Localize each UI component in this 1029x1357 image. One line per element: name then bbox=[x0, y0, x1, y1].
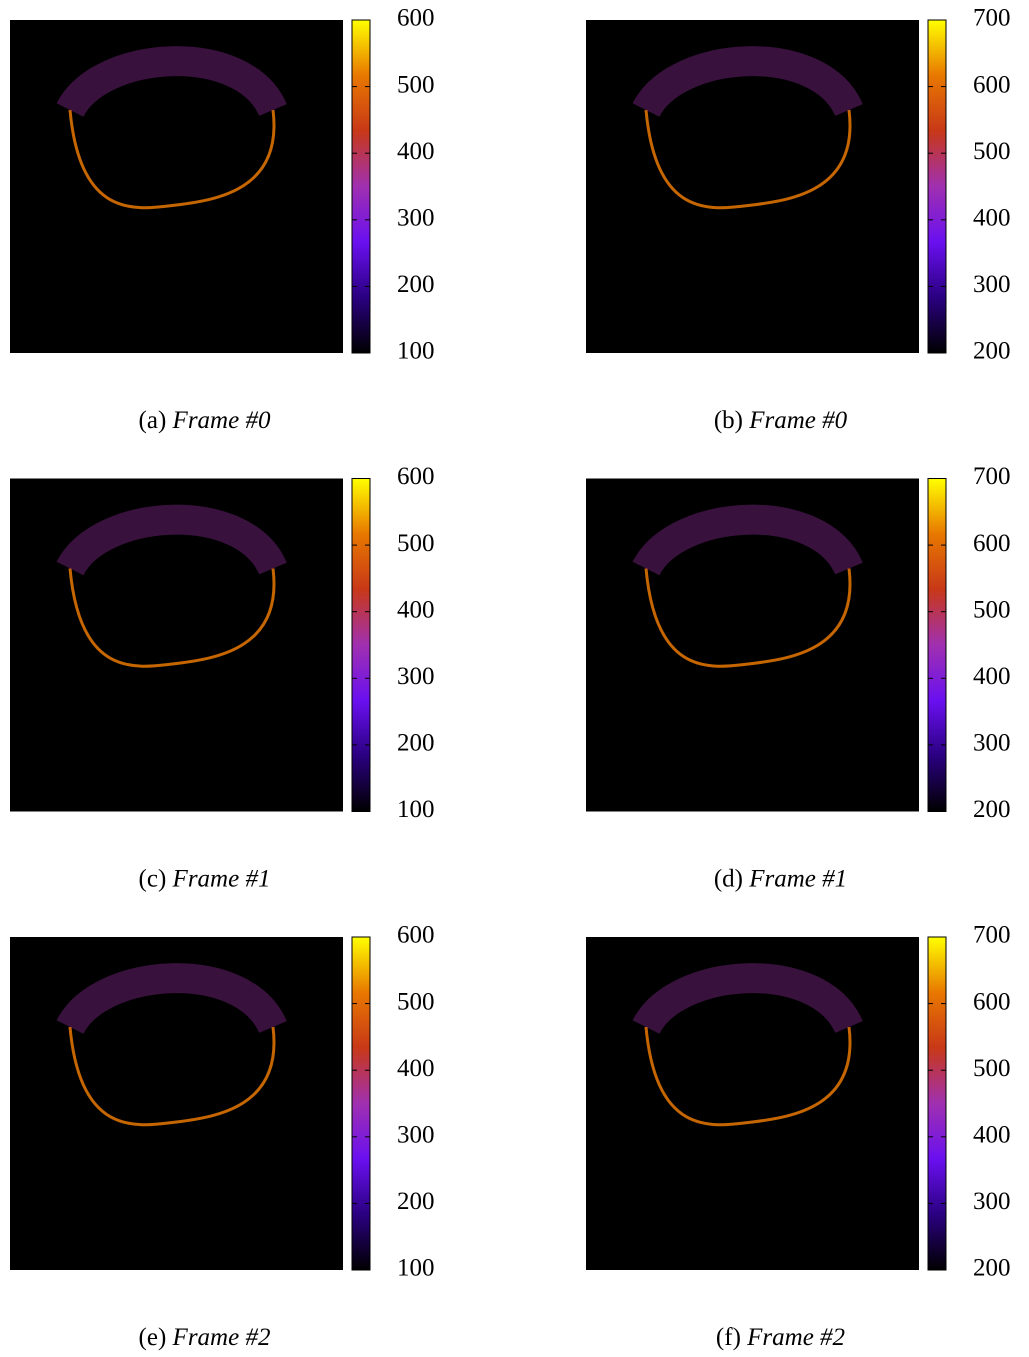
image-feature bbox=[68, 568, 276, 668]
caption: (e) Frame #2 bbox=[139, 1324, 271, 1351]
caption-label: (e) bbox=[139, 1324, 167, 1351]
colorbar-tick-label: 500 bbox=[397, 988, 435, 1015]
colorbar bbox=[927, 478, 947, 812]
heatmap-image bbox=[10, 20, 343, 353]
colorbar-tick-label: 600 bbox=[973, 988, 1011, 1015]
caption: (f) Frame #2 bbox=[716, 1324, 845, 1351]
caption-text: Frame #1 bbox=[748, 865, 847, 892]
panel: 200 300 400 500 600 700 (d) Frame #1 bbox=[586, 463, 1011, 892]
colorbar-tick-label: 500 bbox=[397, 530, 435, 557]
colorbar-tick-label: 400 bbox=[397, 1055, 435, 1082]
colorbar bbox=[927, 936, 947, 1271]
colorbar-tick-label: 400 bbox=[397, 596, 435, 623]
colorbar-tick-label: 300 bbox=[397, 663, 435, 690]
image-feature bbox=[68, 1026, 276, 1127]
colorbar bbox=[351, 478, 371, 812]
colorbar-tick-label: 400 bbox=[973, 1122, 1011, 1149]
colorbar-tick-label: 100 bbox=[397, 1255, 435, 1282]
image-feature bbox=[56, 963, 287, 1035]
heatmap-image bbox=[10, 478, 343, 812]
heatmap-image bbox=[586, 478, 919, 812]
colorbar-tick-label: 600 bbox=[397, 463, 435, 490]
image-feature bbox=[632, 963, 863, 1035]
heatmap-image bbox=[586, 937, 919, 1270]
image-feature bbox=[56, 46, 287, 118]
colorbar-tick-label: 300 bbox=[973, 1188, 1011, 1215]
colorbar-tick-label: 500 bbox=[973, 596, 1011, 623]
colorbar-tick-label: 700 bbox=[973, 922, 1011, 949]
colorbar-tick-label: 300 bbox=[973, 271, 1011, 298]
caption-label: (c) bbox=[139, 865, 167, 892]
caption-label: (f) bbox=[716, 1324, 741, 1351]
colorbar-tick-label: 200 bbox=[973, 338, 1011, 365]
panel: 100 200 300 400 500 600 (c) Frame #1 bbox=[10, 463, 435, 892]
colorbar-tick-label: 200 bbox=[973, 1255, 1011, 1282]
image-feature bbox=[632, 46, 863, 118]
panel: 200 300 400 500 600 700 (b) Frame #0 bbox=[586, 5, 1011, 434]
colorbar-tick-label: 600 bbox=[973, 530, 1011, 557]
colorbar bbox=[927, 19, 947, 354]
colorbar-tick-label: 200 bbox=[397, 271, 435, 298]
panel: 200 300 400 500 600 700 (f) Frame #2 bbox=[586, 922, 1011, 1351]
colorbar-tick-label: 300 bbox=[397, 1122, 435, 1149]
caption-text: Frame #2 bbox=[172, 1324, 271, 1351]
image-feature bbox=[644, 109, 852, 210]
image-feature bbox=[644, 1026, 852, 1127]
caption: (b) Frame #0 bbox=[714, 407, 848, 434]
caption-text: Frame #0 bbox=[172, 407, 271, 434]
colorbar-tick-label: 500 bbox=[973, 1055, 1011, 1082]
image-feature bbox=[56, 504, 287, 577]
colorbar-tick-label: 600 bbox=[397, 922, 435, 949]
colorbar-tick-label: 100 bbox=[397, 796, 435, 823]
caption-label: (b) bbox=[714, 407, 743, 434]
caption-text: Frame #0 bbox=[748, 407, 847, 434]
colorbar-tick-label: 700 bbox=[973, 5, 1011, 32]
heatmap-image bbox=[10, 937, 343, 1270]
colorbar-tick-label: 600 bbox=[397, 5, 435, 32]
colorbar-tick-label: 400 bbox=[973, 663, 1011, 690]
colorbar-tick-label: 200 bbox=[973, 796, 1011, 823]
image-feature bbox=[632, 504, 863, 577]
colorbar-tick-label: 200 bbox=[397, 730, 435, 757]
colorbar-tick-label: 600 bbox=[973, 71, 1011, 98]
colorbar bbox=[351, 936, 371, 1271]
panel: 100 200 300 400 500 600 (a) Frame #0 bbox=[10, 5, 435, 434]
colorbar-tick-label: 300 bbox=[973, 730, 1011, 757]
colorbar bbox=[351, 19, 371, 354]
caption-label: (d) bbox=[714, 865, 743, 892]
heatmap-image bbox=[586, 20, 919, 353]
colorbar-tick-label: 100 bbox=[397, 338, 435, 365]
caption-label: (a) bbox=[139, 407, 167, 434]
colorbar-tick-label: 500 bbox=[973, 138, 1011, 165]
colorbar-tick-label: 200 bbox=[397, 1188, 435, 1215]
caption: (a) Frame #0 bbox=[139, 407, 271, 434]
image-feature bbox=[68, 109, 276, 210]
panel: 100 200 300 400 500 600 (e) Frame #2 bbox=[10, 922, 435, 1351]
colorbar-tick-label: 300 bbox=[397, 205, 435, 232]
colorbar-tick-label: 400 bbox=[973, 205, 1011, 232]
colorbar-tick-label: 400 bbox=[397, 138, 435, 165]
colorbar-tick-label: 500 bbox=[397, 71, 435, 98]
colorbar-tick-label: 700 bbox=[973, 463, 1011, 490]
caption-text: Frame #1 bbox=[172, 865, 271, 892]
caption-text: Frame #2 bbox=[746, 1324, 845, 1351]
caption: (c) Frame #1 bbox=[139, 865, 271, 892]
image-feature bbox=[644, 568, 852, 668]
caption: (d) Frame #1 bbox=[714, 865, 847, 892]
